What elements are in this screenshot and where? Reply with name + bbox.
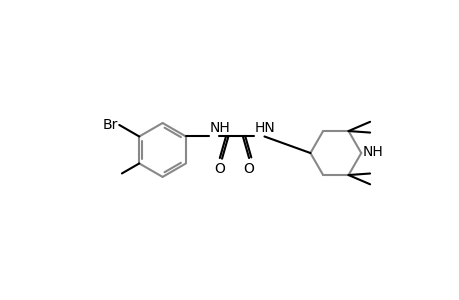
Text: NH: NH (362, 145, 383, 159)
Text: NH: NH (209, 121, 230, 135)
Text: HN: HN (254, 121, 274, 135)
Text: Br: Br (103, 118, 118, 132)
Text: O: O (243, 162, 254, 176)
Text: O: O (214, 162, 225, 176)
